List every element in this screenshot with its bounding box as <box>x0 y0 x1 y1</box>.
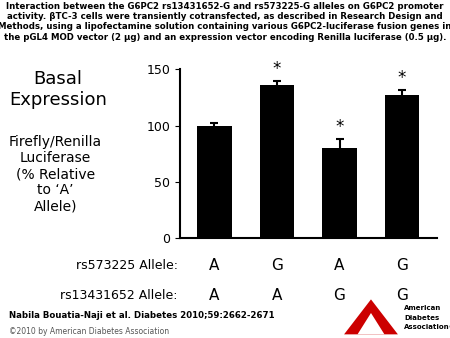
Text: A: A <box>209 288 220 303</box>
Text: *: * <box>398 69 406 87</box>
Text: A: A <box>272 288 282 303</box>
Bar <box>385 95 419 238</box>
Text: G: G <box>396 288 408 303</box>
Text: Nabila Bouatia-Naji et al. Diabetes 2010;59:2662-2671: Nabila Bouatia-Naji et al. Diabetes 2010… <box>9 311 274 320</box>
Polygon shape <box>357 313 384 334</box>
Bar <box>260 85 294 238</box>
Text: *: * <box>273 60 281 78</box>
Bar <box>197 126 232 238</box>
Text: Interaction between the G6PC2 rs13431652-G and rs573225-G alleles on G6PC2 promo: Interaction between the G6PC2 rs13431652… <box>0 2 450 42</box>
Text: ©2010 by American Diabetes Association: ©2010 by American Diabetes Association <box>9 328 169 336</box>
Text: *: * <box>335 118 344 136</box>
Text: G: G <box>333 288 346 303</box>
Text: Association®.: Association®. <box>404 324 450 330</box>
Text: American: American <box>404 305 441 311</box>
Text: A: A <box>334 258 345 273</box>
Text: rs573225 Allele:: rs573225 Allele: <box>76 259 178 272</box>
Text: Firefly/Renilla
Luciferase
(% Relative
to ‘A’
Allele): Firefly/Renilla Luciferase (% Relative t… <box>9 135 102 214</box>
Bar <box>322 148 357 238</box>
Text: Basal
Expression: Basal Expression <box>9 70 107 109</box>
Text: G: G <box>271 258 283 273</box>
Text: Diabetes: Diabetes <box>404 315 439 321</box>
Polygon shape <box>344 299 398 334</box>
Text: G: G <box>396 258 408 273</box>
Text: A: A <box>209 258 220 273</box>
Text: rs13431652 Allele:: rs13431652 Allele: <box>60 289 178 302</box>
